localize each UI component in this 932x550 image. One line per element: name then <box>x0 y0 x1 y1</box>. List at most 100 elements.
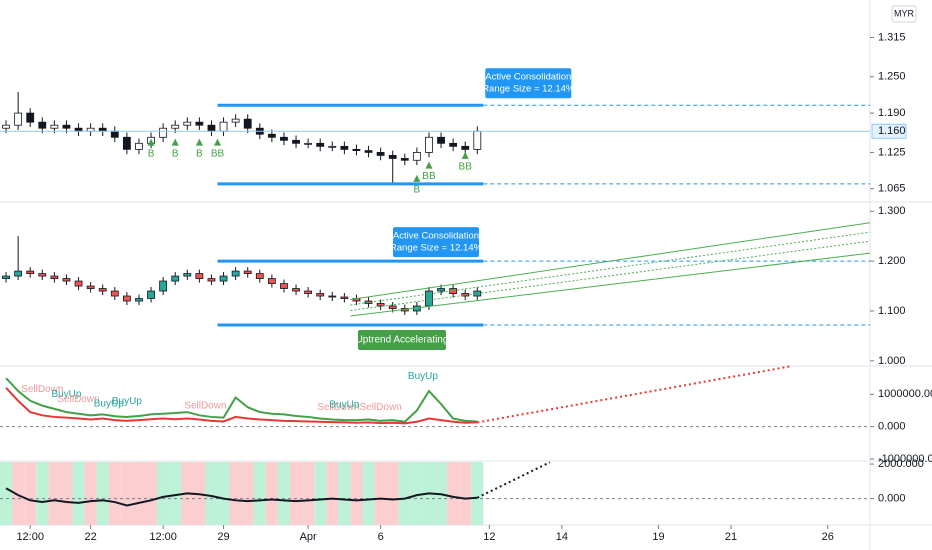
candle-body <box>328 295 337 298</box>
channel-line <box>350 222 871 301</box>
projection-line <box>476 461 551 499</box>
signal-text: SellDown <box>184 400 226 411</box>
candle-body <box>243 270 252 274</box>
candle-body <box>207 124 216 132</box>
background-shade <box>253 462 266 525</box>
background-shade <box>459 462 472 525</box>
y-tick-label: 1.100 <box>878 305 906 317</box>
signal-marker <box>147 138 155 146</box>
y-tick-label: 1.065 <box>878 183 906 195</box>
signal-marker <box>195 138 203 146</box>
candle-body <box>50 275 59 279</box>
x-tick-label: 29 <box>217 531 229 543</box>
candle-body <box>135 298 143 302</box>
signal-text: BuyUp <box>51 389 81 400</box>
candle-body <box>183 121 192 126</box>
candle-body <box>376 303 385 307</box>
background-shade <box>241 462 254 525</box>
x-tick-label: 19 <box>652 531 664 543</box>
candle-body <box>461 293 470 297</box>
candle-body <box>340 296 349 299</box>
candle-body <box>135 142 143 150</box>
signal-marker <box>461 151 469 159</box>
y-tick-label: -1000000.000 <box>878 453 932 465</box>
y-tick-label: 1.190 <box>878 107 906 119</box>
y-tick-label: 1.300 <box>878 205 906 217</box>
candle-body <box>98 288 107 292</box>
signal-text: BuyUp <box>329 399 359 410</box>
candle-body <box>207 278 216 282</box>
background-shade <box>48 462 61 525</box>
background-shade <box>362 462 375 525</box>
annotation-box <box>393 227 479 258</box>
candle-body <box>122 136 131 150</box>
background-shade <box>265 462 278 525</box>
signal-marker <box>214 138 221 146</box>
series-line <box>5 377 478 423</box>
channel-line <box>350 240 871 311</box>
background-shade <box>36 462 49 525</box>
signal-text: SellDown <box>360 402 402 413</box>
candle-body <box>171 275 180 282</box>
candle-body <box>376 152 385 156</box>
y-tick-label: 0.000 <box>878 421 906 433</box>
signal-text: BuyUp <box>94 399 124 410</box>
candle-body <box>461 145 470 150</box>
candle-body <box>62 278 71 282</box>
x-tick-label: 12 <box>483 531 495 543</box>
x-tick-label: 26 <box>822 531 834 543</box>
candle-body <box>195 121 204 126</box>
signal-label: B <box>172 148 179 159</box>
candle-body <box>171 124 180 129</box>
signal-label: B <box>148 148 155 159</box>
candle-body <box>38 273 47 277</box>
candle-body <box>26 270 35 274</box>
candle-body <box>183 273 192 277</box>
candle-body <box>267 278 276 284</box>
currency-box[interactable] <box>891 5 917 23</box>
background-shade <box>120 462 133 525</box>
candle-body <box>110 130 119 138</box>
background-shade <box>60 462 73 525</box>
background-shade <box>398 462 411 525</box>
background-shade <box>84 462 97 525</box>
candle-body <box>159 127 168 138</box>
candle-body <box>267 133 276 138</box>
candle-body <box>280 283 288 289</box>
background-shade <box>374 462 387 525</box>
projection-line <box>477 365 792 424</box>
x-tick-label: 6 <box>378 531 384 543</box>
background-shade <box>410 462 423 525</box>
annotation-box <box>485 68 572 99</box>
series-line <box>5 487 478 507</box>
candle-body <box>292 139 300 144</box>
background-shade <box>302 462 315 525</box>
candle-body <box>159 280 168 292</box>
last-price-label: 1.160 <box>878 125 906 137</box>
candle-body <box>14 112 23 126</box>
candle-body <box>425 136 433 153</box>
candle-body <box>292 288 300 292</box>
background-shade <box>96 462 109 525</box>
background-shade <box>350 462 363 525</box>
candle-body <box>304 290 313 294</box>
candle-body <box>122 295 131 302</box>
signal-marker <box>171 138 179 146</box>
candle-body <box>86 285 95 289</box>
x-tick-label: Apr <box>300 531 317 543</box>
background-shade <box>145 462 158 525</box>
candle-body <box>50 124 59 129</box>
candle-body <box>38 121 47 129</box>
candle-body <box>195 273 204 279</box>
candle-body <box>26 112 35 123</box>
channel-line <box>350 231 871 306</box>
background-shade <box>24 462 37 525</box>
y-tick-label: 1.315 <box>878 31 906 43</box>
background-shade <box>277 462 290 525</box>
candle-body <box>14 270 23 277</box>
candle-body <box>243 118 252 129</box>
x-tick-label: 12:00 <box>16 531 44 543</box>
candle-body <box>340 145 349 150</box>
background-shade <box>338 462 351 525</box>
